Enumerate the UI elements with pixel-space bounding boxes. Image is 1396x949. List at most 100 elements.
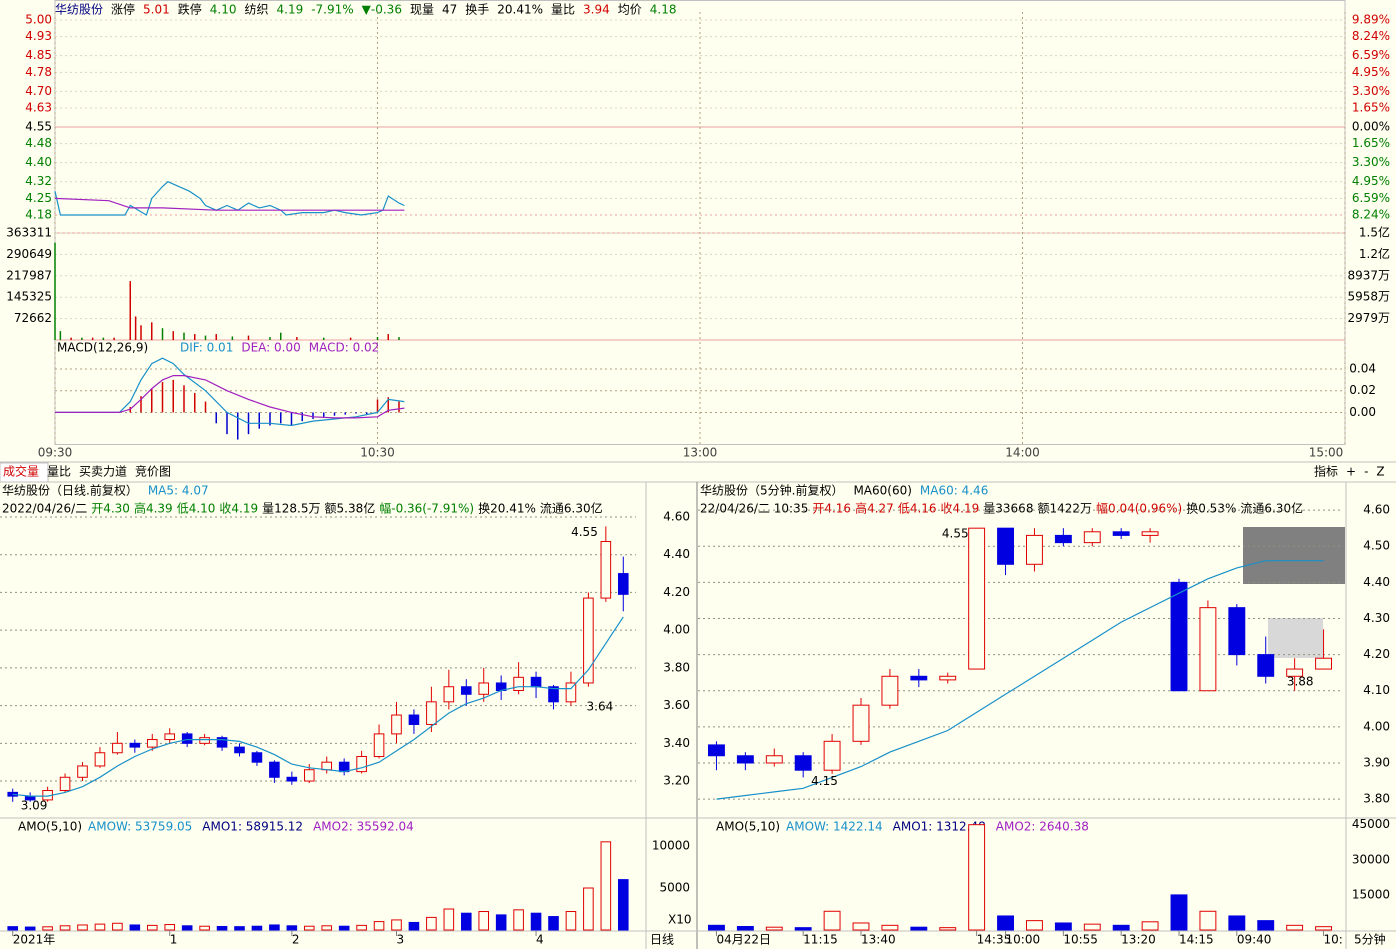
amo-bar (408, 921, 420, 931)
unit-label: X10 (668, 913, 692, 927)
x-tick-label: 2 (292, 933, 300, 947)
tab[interactable]: 指标 (1314, 464, 1338, 479)
amo-bar (112, 922, 123, 931)
amount-label: 1.2亿 (1359, 246, 1390, 261)
candle-body (146, 739, 158, 748)
y-tick-label: 4.10 (1363, 683, 1390, 697)
price-annotation: 3.09 (21, 798, 48, 812)
info-text: 收4.19 (219, 502, 258, 516)
y-tick-label: 4.00 (1363, 719, 1390, 733)
candle-body (1315, 657, 1332, 670)
candle-body (373, 733, 385, 758)
candle-body (617, 573, 629, 595)
amo-bar (495, 914, 507, 931)
candle-body (199, 737, 210, 744)
active-tab[interactable] (0, 462, 49, 483)
amo-bar (77, 924, 88, 931)
pct-label: 4.95% (1352, 174, 1390, 188)
amo-bar (269, 924, 280, 931)
amo-bar (286, 925, 298, 931)
candle-body (1083, 531, 1101, 544)
macd-title: MACD(12,26,9) (57, 341, 148, 355)
amo-bar (881, 924, 899, 931)
candle-body (765, 755, 783, 764)
info-text: 2022/04/26/二 (2, 502, 87, 516)
info-text: 20.41% (497, 3, 543, 17)
info-text: 开4.30 (91, 502, 130, 516)
tab[interactable]: 买卖力道 (79, 465, 127, 479)
y-tick-label: 4.55 (25, 120, 52, 134)
y-tick-label: 5000 (659, 881, 690, 895)
tab[interactable]: 竞价图 (135, 465, 171, 479)
amo-bar (1170, 894, 1188, 931)
amo-bar (146, 924, 158, 931)
amo-bar (42, 926, 53, 931)
y-tick-label: 145325 (6, 290, 52, 304)
candle-body (708, 744, 725, 757)
period-label[interactable]: 5分钟 (1354, 932, 1386, 947)
info-text: 换20.41% (478, 502, 536, 516)
tab[interactable]: - (1364, 465, 1368, 479)
amo-bar (251, 925, 263, 931)
y-tick-label: 4.60 (663, 509, 690, 523)
candle-body (1026, 534, 1043, 565)
amo-bar (338, 925, 350, 931)
overlay-box (1268, 618, 1323, 658)
price-annotation: 3.64 (587, 700, 614, 714)
amo-bar (234, 926, 245, 931)
pct-label: 8.24% (1352, 208, 1390, 222)
tab[interactable]: 量比 (47, 465, 71, 479)
candle-body (391, 714, 402, 735)
amo-bar (1199, 910, 1217, 931)
candle-body (269, 761, 280, 778)
period-label[interactable]: 日线 (650, 933, 674, 947)
candle-body (164, 733, 176, 741)
amo-bar (356, 924, 367, 931)
x-tick-label: 13:20 (1121, 933, 1156, 947)
amo-bar (548, 916, 559, 931)
candle-body (600, 540, 612, 599)
pct-label: 6.59% (1352, 191, 1390, 205)
amo-bar (373, 921, 385, 931)
amo-bar (565, 911, 577, 931)
candle-body (321, 761, 333, 771)
amo-title: AMO(5,10) (716, 820, 780, 834)
info-text: AMO1: 58915.12 (202, 820, 303, 834)
amo-bar (94, 923, 106, 931)
info-text: 4.19 (277, 3, 304, 17)
tab[interactable]: Z (1376, 465, 1384, 479)
y-tick-label: 3.90 (1363, 755, 1390, 769)
candle-body (478, 682, 490, 695)
tab[interactable]: + (1346, 465, 1356, 479)
x-tick-label: 10:30 (360, 446, 395, 460)
y-tick-label: 217987 (6, 268, 52, 282)
y-tick-label: 4.50 (1363, 539, 1390, 553)
y-tick-label: 72662 (14, 311, 52, 325)
price-annotation: 4.15 (811, 774, 838, 788)
y-tick-label: 5.00 (25, 13, 52, 27)
chart-title: 华纺股份（5分钟.前复权） (700, 483, 843, 498)
pct-label: 6.59% (1352, 48, 1390, 62)
price-annotation: 4.55 (571, 525, 598, 539)
y-tick-label: 4.32 (25, 174, 52, 188)
tab[interactable]: 成交量 (3, 464, 39, 479)
candle-body (1257, 654, 1275, 677)
info-text: 量128.5万 (262, 502, 320, 516)
pct-label: 8.24% (1352, 29, 1390, 43)
candle-body (443, 686, 455, 703)
info-text: 流通6.30亿 (540, 501, 603, 516)
y-tick-label: 0.02 (1349, 383, 1376, 397)
amo-bar (426, 916, 437, 931)
info-text: 华纺股份 (55, 3, 103, 17)
amo-bar (321, 925, 333, 931)
y-tick-label: 4.20 (663, 585, 690, 599)
amo-bar (736, 925, 754, 931)
amo-bar (24, 926, 36, 931)
amount-label: 5958万 (1347, 290, 1390, 304)
x-tick-label: 09:40 (1237, 933, 1272, 947)
amount-label: 1.5亿 (1359, 225, 1390, 240)
pct-label: 1.65% (1352, 100, 1390, 114)
info-text: 量33668 (983, 502, 1033, 516)
info-text: 低4.16 (898, 502, 937, 516)
